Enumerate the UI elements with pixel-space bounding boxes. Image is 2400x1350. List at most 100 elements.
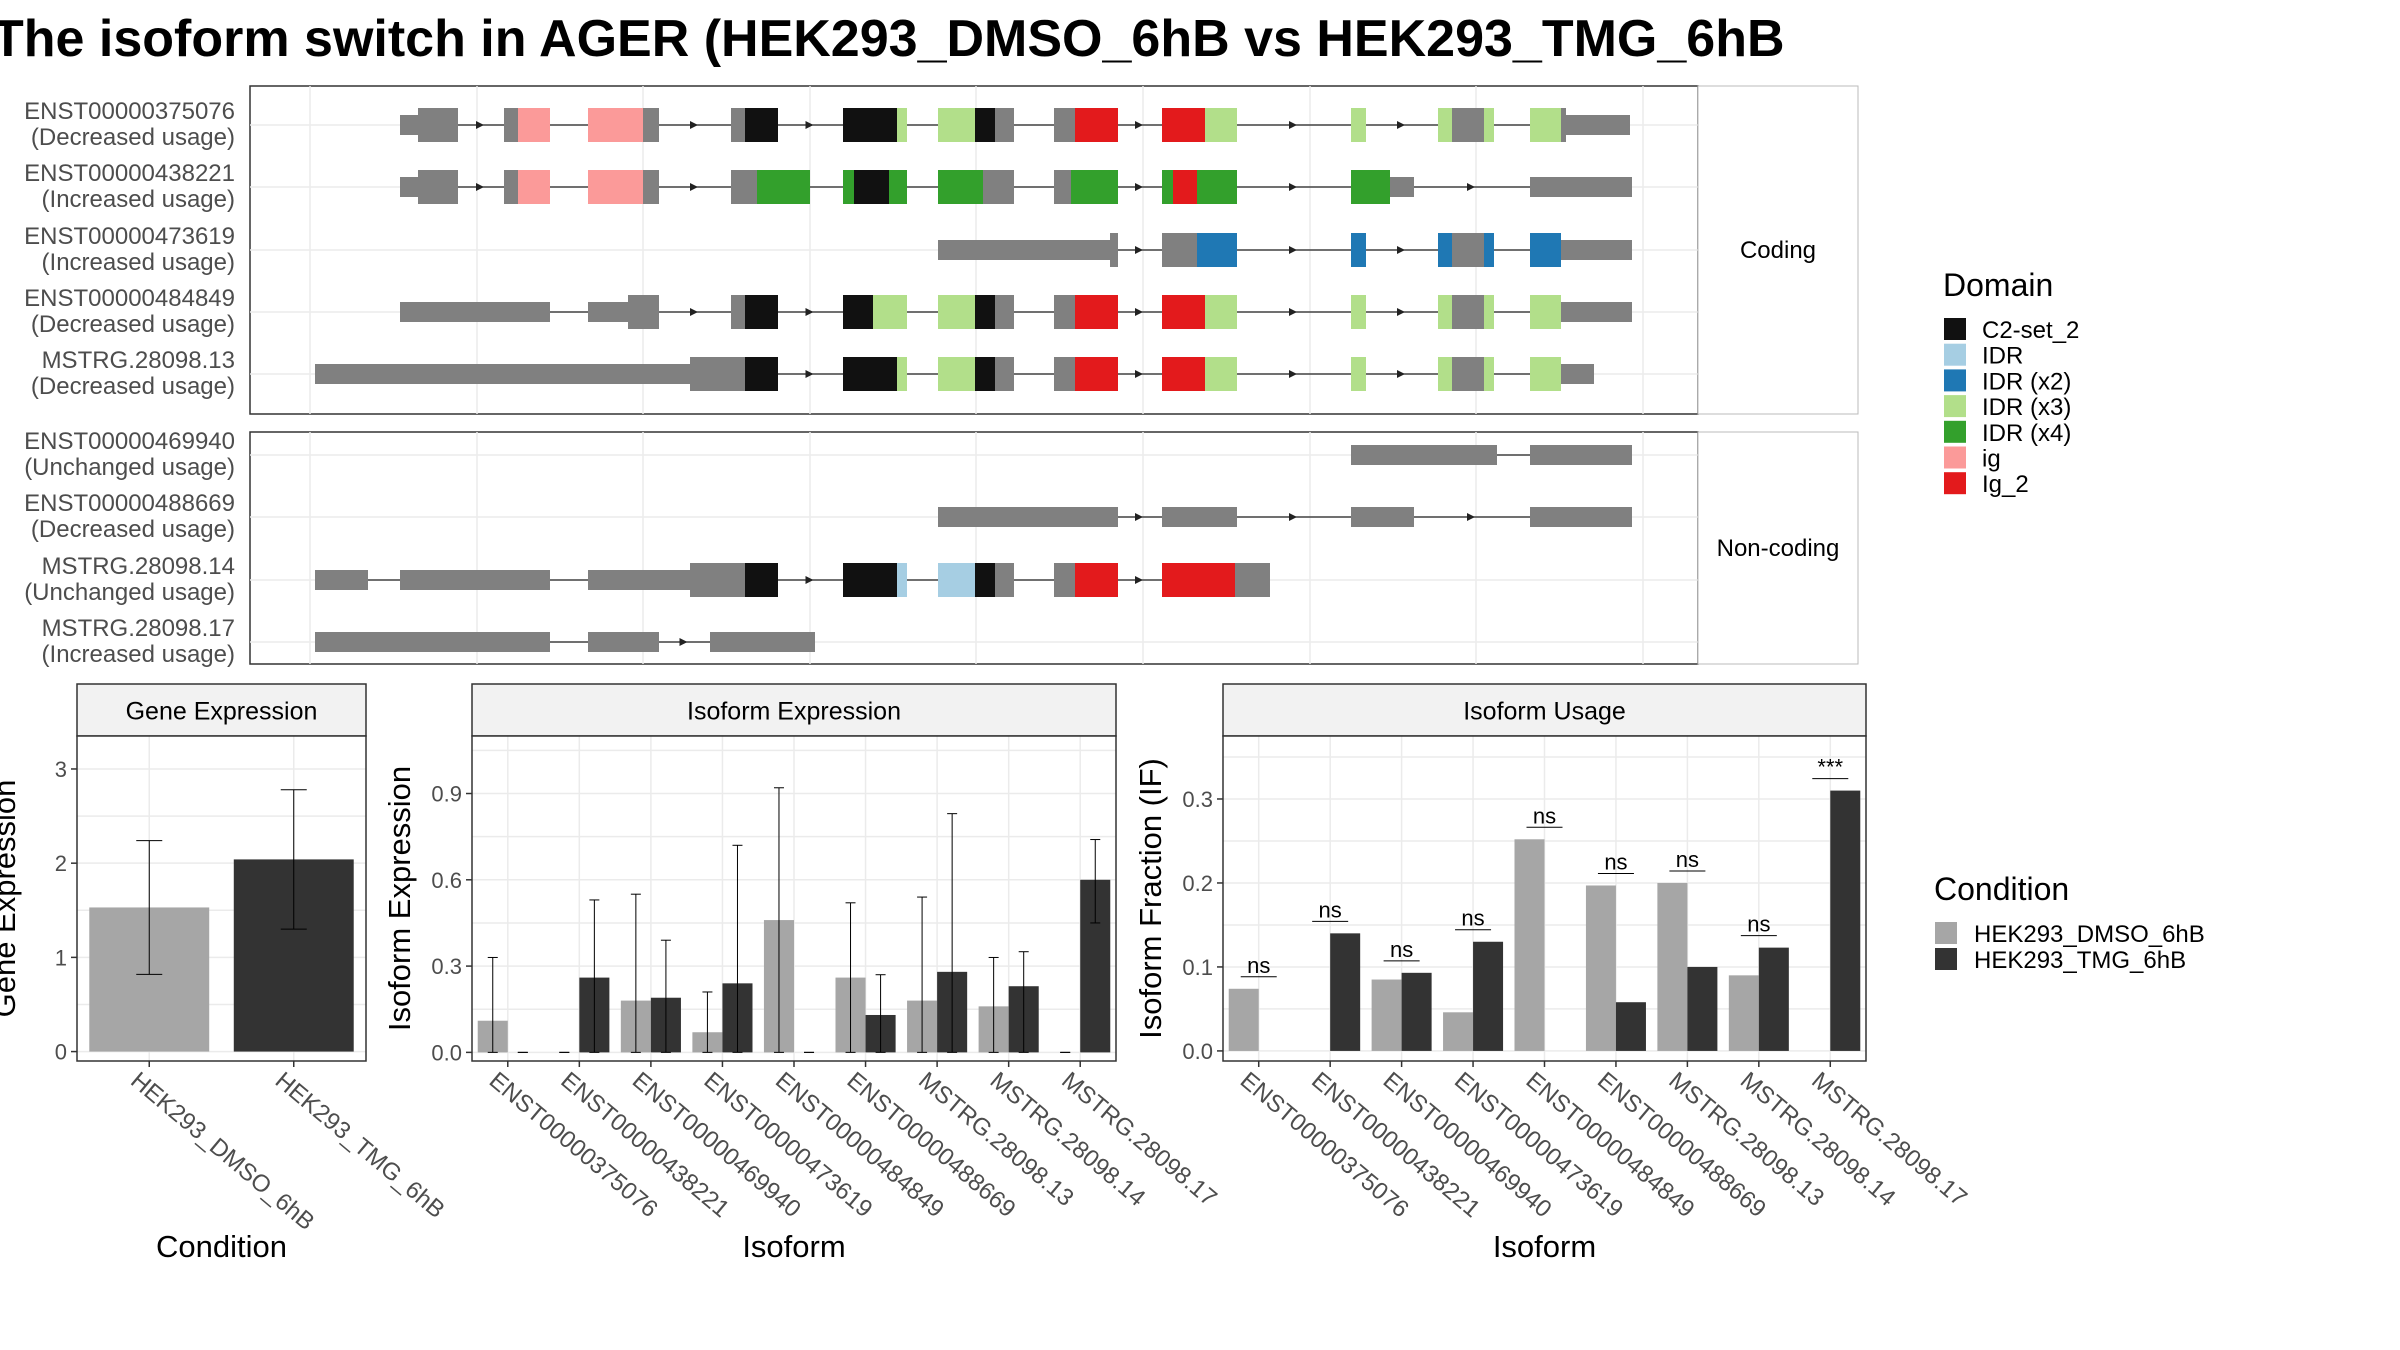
exon — [731, 108, 745, 142]
strand-arrow — [1397, 121, 1405, 129]
domain-idr_x4 — [843, 170, 854, 204]
exon — [1452, 233, 1484, 267]
domain-legend-label: IDR (x4) — [1982, 420, 2071, 447]
strand-arrow — [1135, 370, 1143, 378]
strand-arrow — [1289, 370, 1297, 378]
y-tick-label: 3 — [55, 757, 67, 782]
y-tick-label: 0.9 — [431, 782, 462, 807]
exon — [1054, 357, 1075, 391]
domain-legend-label: IDR (x2) — [1982, 368, 2071, 395]
domain-legend-label: IDR — [1982, 343, 2023, 370]
strand-arrow — [1467, 183, 1475, 191]
significance-label: ns — [1461, 906, 1484, 931]
exon — [588, 302, 628, 322]
condition-legend-label: HEK293_TMG_6hB — [1974, 947, 2186, 974]
exon — [995, 108, 1014, 142]
strand-arrow — [1397, 308, 1405, 316]
strand-arrow — [690, 121, 698, 129]
exon — [1235, 563, 1270, 597]
exon — [1530, 445, 1632, 465]
transcript-id: MSTRG.28098.13 — [42, 347, 235, 374]
strand-arrow — [1467, 513, 1475, 521]
strip-box — [1697, 85, 1859, 415]
transcript-id: ENST00000375076 — [24, 98, 235, 125]
domain-idr — [938, 563, 975, 597]
strand-arrow — [1135, 308, 1143, 316]
condition-legend-label: HEK293_DMSO_6hB — [1974, 921, 2205, 948]
bar — [1585, 885, 1616, 1051]
domain-idr_x3 — [1484, 295, 1494, 329]
domain-ig — [518, 108, 550, 142]
transcript-usage: (Unchanged usage) — [24, 579, 235, 606]
transcript-usage: (Decreased usage) — [31, 373, 235, 400]
strand-arrow — [1135, 121, 1143, 129]
exon — [995, 357, 1014, 391]
exon — [1561, 302, 1632, 322]
domain-ig2 — [1075, 357, 1118, 391]
transcript-usage: (Increased usage) — [42, 641, 235, 668]
domain-ig2 — [1075, 563, 1118, 597]
transcript-id: MSTRG.28098.14 — [42, 553, 235, 580]
exon — [690, 357, 745, 391]
exon — [1530, 507, 1632, 527]
exon — [588, 632, 659, 652]
domain-c2set2 — [975, 295, 995, 329]
domain-idr_x3 — [897, 108, 907, 142]
exon — [1162, 507, 1237, 527]
domain-idr_x4 — [1351, 170, 1390, 204]
bar — [1443, 1012, 1474, 1051]
exon — [1054, 108, 1075, 142]
exon — [731, 295, 745, 329]
transcript-enst00000473619: ENST00000473619(Increased usage) — [24, 223, 1632, 276]
strand-arrow — [805, 370, 814, 378]
condition-legend-title: Condition — [1934, 871, 2069, 907]
domain-idr_x3 — [897, 357, 907, 391]
facet-strip — [1222, 683, 1867, 737]
y-tick-label: 0.1 — [1182, 955, 1213, 980]
exon — [400, 115, 418, 135]
transcript-mstrg.28098.13: MSTRG.28098.13(Decreased usage) — [31, 347, 1594, 400]
domain-ig2 — [1075, 108, 1118, 142]
domain-idr_x3 — [1205, 357, 1237, 391]
significance-label: ns — [1319, 897, 1342, 922]
domain-idr_x2 — [1438, 233, 1452, 267]
strand-arrow — [1397, 370, 1405, 378]
transcript-id: MSTRG.28098.17 — [42, 615, 235, 642]
domain-idr — [897, 563, 907, 597]
condition-legend-key — [1935, 922, 1957, 944]
exon — [643, 108, 659, 142]
strand-arrow — [476, 183, 484, 191]
domain-c2set2 — [843, 357, 897, 391]
domain-idr_x3 — [1530, 357, 1561, 391]
domain-c2set2 — [975, 108, 995, 142]
strand-arrow — [805, 308, 814, 316]
bar — [1728, 975, 1759, 1051]
y-tick-label: 0 — [55, 1040, 67, 1065]
exon — [1452, 295, 1484, 329]
exon — [1390, 177, 1414, 197]
domain-legend-key — [1944, 420, 1966, 443]
bar — [1473, 941, 1504, 1051]
significance-label: ns — [1676, 847, 1699, 872]
y-tick-label: 0.6 — [431, 868, 462, 893]
domain-c2set2 — [745, 108, 778, 142]
domain-c2set2 — [975, 563, 995, 597]
bar — [1371, 979, 1402, 1051]
transcript-enst00000375076: ENST00000375076(Decreased usage) — [24, 98, 1630, 151]
domain-c2set2 — [745, 357, 778, 391]
transcript-id: ENST00000473619 — [24, 223, 235, 250]
transcript-usage: (Increased usage) — [42, 249, 235, 276]
transcript-usage: (Decreased usage) — [31, 311, 235, 338]
domain-ig2 — [1173, 170, 1197, 204]
domain-legend-key — [1944, 369, 1966, 392]
strand-arrow — [1289, 246, 1297, 254]
domain-legend-key — [1944, 395, 1966, 418]
exon — [504, 170, 518, 204]
exon — [400, 177, 418, 197]
domain-idr_x3 — [1351, 108, 1366, 142]
domain-ig2 — [1162, 108, 1205, 142]
